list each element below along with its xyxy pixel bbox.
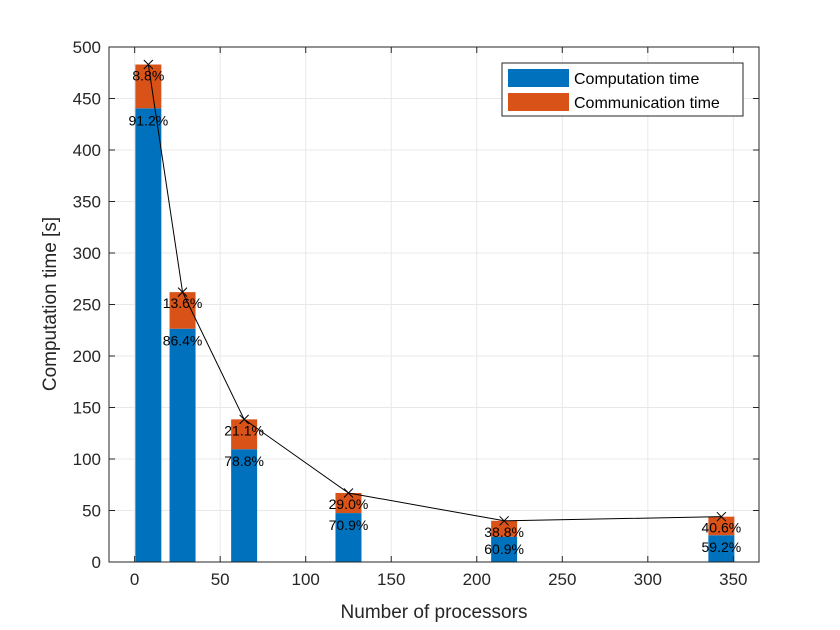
x-tick-label: 200 [463,570,491,589]
y-tick-label: 400 [73,141,101,160]
total-time-line [143,59,727,526]
x-tick-label: 250 [548,570,576,589]
label-computation-percent: 59.2% [702,539,742,555]
legend-swatch-computation [508,69,569,87]
axis-ticks: 0 50 100 150 200 250 300 350 0 50 100 150 200 250 300 3… [73,38,759,589]
y-tick-label: 450 [73,90,101,109]
x-tick-label: 350 [719,570,747,589]
legend-label-communication: Communication time [574,95,720,112]
bar-communication [135,64,162,109]
y-tick-label: 500 [73,38,101,57]
total-time-marker [343,488,354,498]
data-labels: 8.8% 91.2% 13.6% 86.4% 21.1% 78.8% 29.0% 70.9% 3… [128,68,741,557]
x-axis-title: Number of processors [341,602,528,623]
y-tick-label: 250 [73,296,101,315]
label-communication-percent: 8.8% [132,68,164,84]
x-tick-label: 100 [292,570,320,589]
label-computation-percent: 78.8% [224,453,264,469]
total-time-marker [177,287,188,297]
y-tick-label: 50 [82,502,101,521]
x-tick-label: 150 [377,570,405,589]
bars [135,64,735,562]
total-time-polyline [147,64,722,522]
label-computation-percent: 70.9% [329,517,369,533]
total-time-marker [239,414,249,425]
bar-computation [135,108,162,562]
bar-communication [231,419,258,450]
y-tick-label: 350 [73,193,101,212]
y-tick-label: 200 [73,347,101,366]
y-axis-title: Computation time [s] [40,217,61,391]
y-tick-label: 150 [73,399,101,418]
bar-communication [335,492,362,514]
bar-computation [231,449,258,562]
x-tick-label: 0 [130,570,139,589]
total-time-marker [716,511,727,522]
total-time-marker [143,59,154,70]
label-communication-percent: 29.0% [329,496,369,512]
label-communication-percent: 38.8% [484,524,524,540]
x-tick-label: 50 [211,570,230,589]
bar-communication [708,516,735,536]
x-tick-label: 300 [634,570,662,589]
legend: Computation time Communication time [501,62,744,117]
label-computation-percent: 86.4% [163,333,203,349]
legend-swatch-communication [508,93,569,111]
bar-computation [169,328,196,562]
y-tick-label: 100 [73,450,101,469]
bar-computation [491,536,518,562]
label-communication-percent: 21.1% [224,422,264,438]
total-time-marker [499,515,509,526]
legend-label-computation: Computation time [574,71,699,88]
bar-communication [491,520,518,537]
label-computation-percent: 91.2% [128,112,168,128]
y-tick-label: 300 [73,244,101,263]
label-communication-percent: 13.6% [163,295,203,311]
label-communication-percent: 40.6% [702,520,742,536]
bar-computation [335,513,362,562]
bar-computation [708,535,735,562]
label-computation-percent: 60.9% [484,541,524,557]
y-tick-label: 0 [92,553,101,572]
